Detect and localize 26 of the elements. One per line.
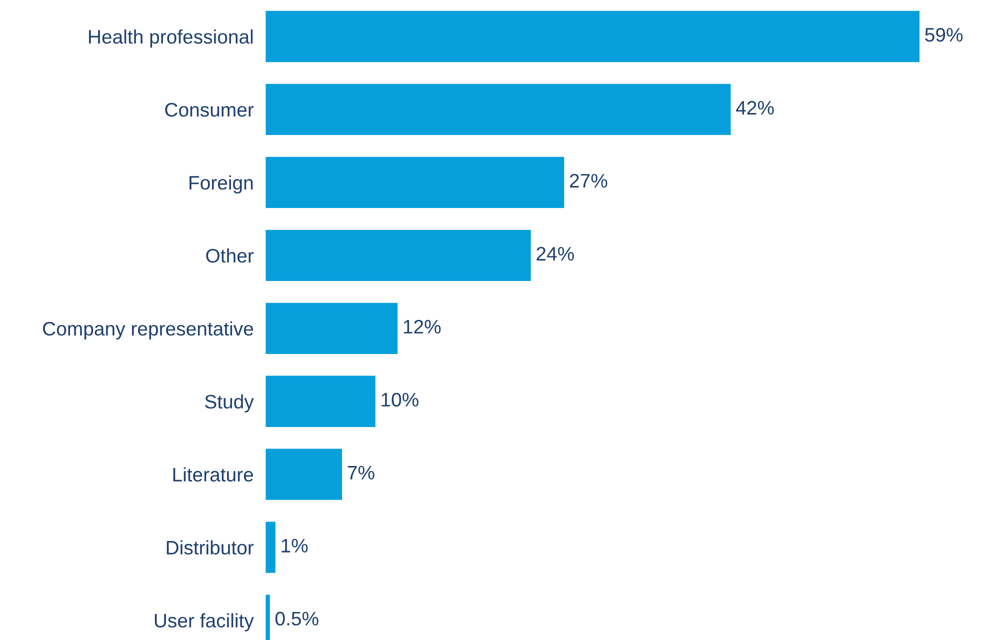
y-tick-label: Foreign bbox=[190, 175, 253, 194]
bar bbox=[265, 301, 399, 356]
y-tick-label: Consumer bbox=[165, 102, 254, 117]
y-tick-label: Literature bbox=[173, 467, 254, 482]
y-tick-label: Distributor bbox=[166, 540, 254, 555]
data-label: 42% bbox=[736, 100, 774, 115]
bar bbox=[265, 228, 532, 282]
bar bbox=[265, 520, 277, 574]
y-tick-label: Other bbox=[206, 248, 254, 263]
data-label: 0.5% bbox=[275, 612, 318, 626]
data-label: 7% bbox=[348, 466, 374, 480]
bar bbox=[265, 447, 344, 502]
bar bbox=[265, 155, 566, 210]
data-label: 1% bbox=[282, 538, 308, 552]
bar bbox=[265, 10, 921, 64]
data-label: 27% bbox=[570, 174, 608, 188]
data-label: 12% bbox=[404, 320, 441, 334]
data-label: 10% bbox=[382, 392, 418, 407]
data-label: 24% bbox=[536, 246, 574, 261]
y-tick-label: User facility bbox=[154, 613, 254, 632]
data-label: 59% bbox=[925, 28, 963, 42]
y-tick-label: Company representative bbox=[43, 321, 254, 340]
y-tick-label: Study bbox=[205, 394, 254, 412]
bar bbox=[265, 82, 732, 136]
y-tick-label: Health professional bbox=[89, 29, 253, 48]
bar bbox=[265, 374, 377, 428]
